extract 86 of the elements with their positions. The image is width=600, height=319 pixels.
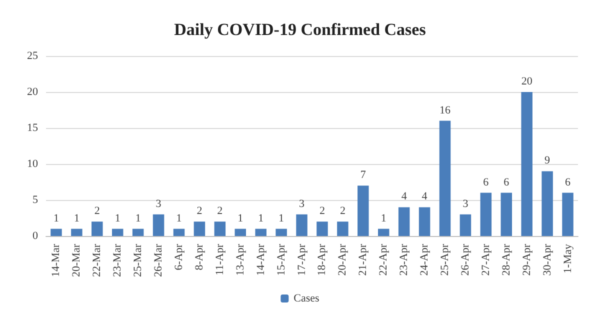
data-label: 16 xyxy=(440,104,451,116)
bar xyxy=(480,192,492,236)
x-tick-label: 25-Mar xyxy=(132,244,144,277)
bar xyxy=(562,192,574,236)
data-label: 1 xyxy=(258,212,264,224)
data-label: 1 xyxy=(278,212,284,224)
data-label: 2 xyxy=(319,205,325,218)
x-tick-label: 27-Apr xyxy=(480,244,492,276)
x-tick-label: 1-May xyxy=(562,244,574,274)
x-tick-label: 23-Mar xyxy=(112,244,124,277)
bar xyxy=(398,207,410,236)
chart-title: Daily COVID-19 Confirmed Cases xyxy=(174,20,426,39)
x-tick-label: 23-Apr xyxy=(398,244,410,276)
data-label: 1 xyxy=(114,212,120,224)
y-tick-label: 20 xyxy=(27,86,38,98)
bar xyxy=(214,222,226,236)
data-label: 1 xyxy=(238,212,244,224)
data-label: 6 xyxy=(565,176,572,188)
data-label: 2 xyxy=(340,205,346,218)
y-tick-label: 5 xyxy=(32,194,38,206)
y-tick-label: 10 xyxy=(27,158,38,170)
data-label: 1 xyxy=(176,212,182,224)
data-label: 6 xyxy=(483,176,490,188)
data-label: 4 xyxy=(401,190,408,203)
data-label: 3 xyxy=(299,198,306,210)
data-label: 3 xyxy=(462,198,469,210)
x-tick-label: 18-Apr xyxy=(316,244,328,276)
x-tick-label: 8-Apr xyxy=(193,244,206,270)
bar xyxy=(521,92,532,236)
x-tick-label: 13-Apr xyxy=(234,244,246,276)
bar xyxy=(460,214,472,236)
y-tick-label: 15 xyxy=(27,122,38,134)
x-tick-label: 20-Mar xyxy=(70,244,83,277)
data-label: 2 xyxy=(94,205,100,218)
x-tick-label: 11-Apr xyxy=(214,244,226,276)
x-tick-label: 25-Apr xyxy=(439,244,451,276)
data-label: 9 xyxy=(544,154,551,167)
bar xyxy=(112,228,124,236)
bar xyxy=(173,228,185,236)
x-tick-label: 6-Apr xyxy=(173,244,185,270)
bar xyxy=(316,222,328,236)
bar xyxy=(337,222,348,236)
bar xyxy=(92,222,103,236)
bar xyxy=(296,214,308,236)
data-label: 2 xyxy=(217,205,223,218)
x-tick-label: 21-Apr xyxy=(357,244,370,276)
data-label: 4 xyxy=(422,190,428,203)
bar xyxy=(132,228,144,236)
x-tick-label: 17-Apr xyxy=(296,244,308,276)
bar xyxy=(276,228,287,236)
bar xyxy=(439,120,451,236)
bar xyxy=(378,228,390,236)
data-label: 3 xyxy=(156,198,162,210)
y-tick-label: 0 xyxy=(32,230,38,242)
x-tick-label: 24-Apr xyxy=(418,244,431,276)
x-tick-label: 26-Apr xyxy=(459,244,472,276)
data-label: 1 xyxy=(135,212,141,224)
legend-label: Cases xyxy=(294,292,320,304)
x-tick-label: 26-Mar xyxy=(152,244,165,277)
bar xyxy=(71,228,82,236)
x-tick-label: 29-Apr xyxy=(520,244,533,276)
bar xyxy=(50,228,62,236)
data-label: 1 xyxy=(74,212,80,224)
x-tick-label: 28-Apr xyxy=(500,244,512,276)
data-label: 1 xyxy=(53,212,59,224)
bar xyxy=(255,228,266,236)
bar xyxy=(194,222,206,236)
x-tick-label: 22-Mar xyxy=(91,244,104,277)
x-tick-label: 22-Apr xyxy=(378,244,390,276)
bar xyxy=(358,186,369,236)
bar xyxy=(418,207,430,236)
x-tick-label: 20-Apr xyxy=(336,244,349,276)
y-tick-label: 25 xyxy=(27,50,38,62)
data-label: 1 xyxy=(380,212,386,224)
data-label: 6 xyxy=(504,176,510,188)
bar xyxy=(234,228,246,236)
x-tick-label: 30-Apr xyxy=(541,244,554,276)
x-tick-label: 14-Mar xyxy=(50,244,62,277)
x-tick-label: 14-Apr xyxy=(254,244,267,276)
data-label: 2 xyxy=(196,205,202,218)
bar xyxy=(152,214,164,236)
x-tick-label: 15-Apr xyxy=(275,244,288,276)
data-label: 20 xyxy=(521,76,533,88)
data-label: 7 xyxy=(360,169,366,182)
bar xyxy=(500,192,512,236)
bar xyxy=(542,171,553,236)
